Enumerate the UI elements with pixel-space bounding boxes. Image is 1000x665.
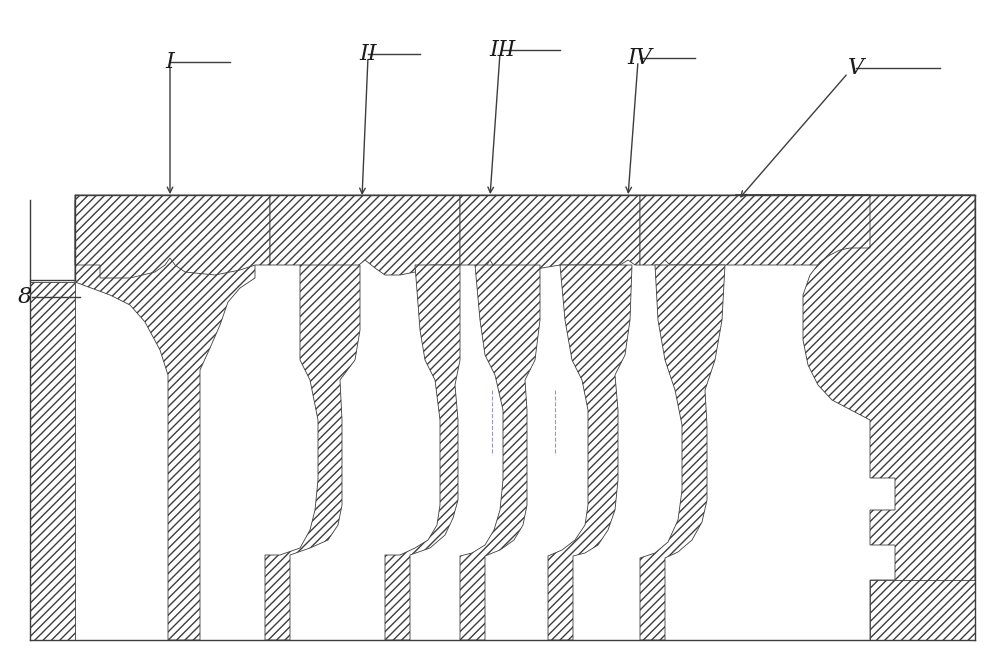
Text: I: I — [166, 51, 174, 73]
Polygon shape — [640, 265, 725, 640]
Polygon shape — [75, 195, 270, 278]
Polygon shape — [265, 265, 360, 640]
Polygon shape — [75, 200, 255, 640]
Polygon shape — [548, 265, 632, 640]
Polygon shape — [640, 195, 975, 265]
Text: III: III — [489, 39, 515, 61]
Text: IV: IV — [628, 47, 652, 69]
Text: II: II — [359, 43, 377, 65]
Polygon shape — [870, 580, 975, 640]
Text: 8: 8 — [18, 286, 32, 308]
Polygon shape — [270, 195, 460, 275]
Text: V: V — [848, 57, 864, 79]
Polygon shape — [460, 195, 640, 275]
Polygon shape — [735, 195, 975, 640]
Polygon shape — [30, 282, 75, 640]
Polygon shape — [460, 265, 540, 640]
Polygon shape — [385, 265, 460, 640]
